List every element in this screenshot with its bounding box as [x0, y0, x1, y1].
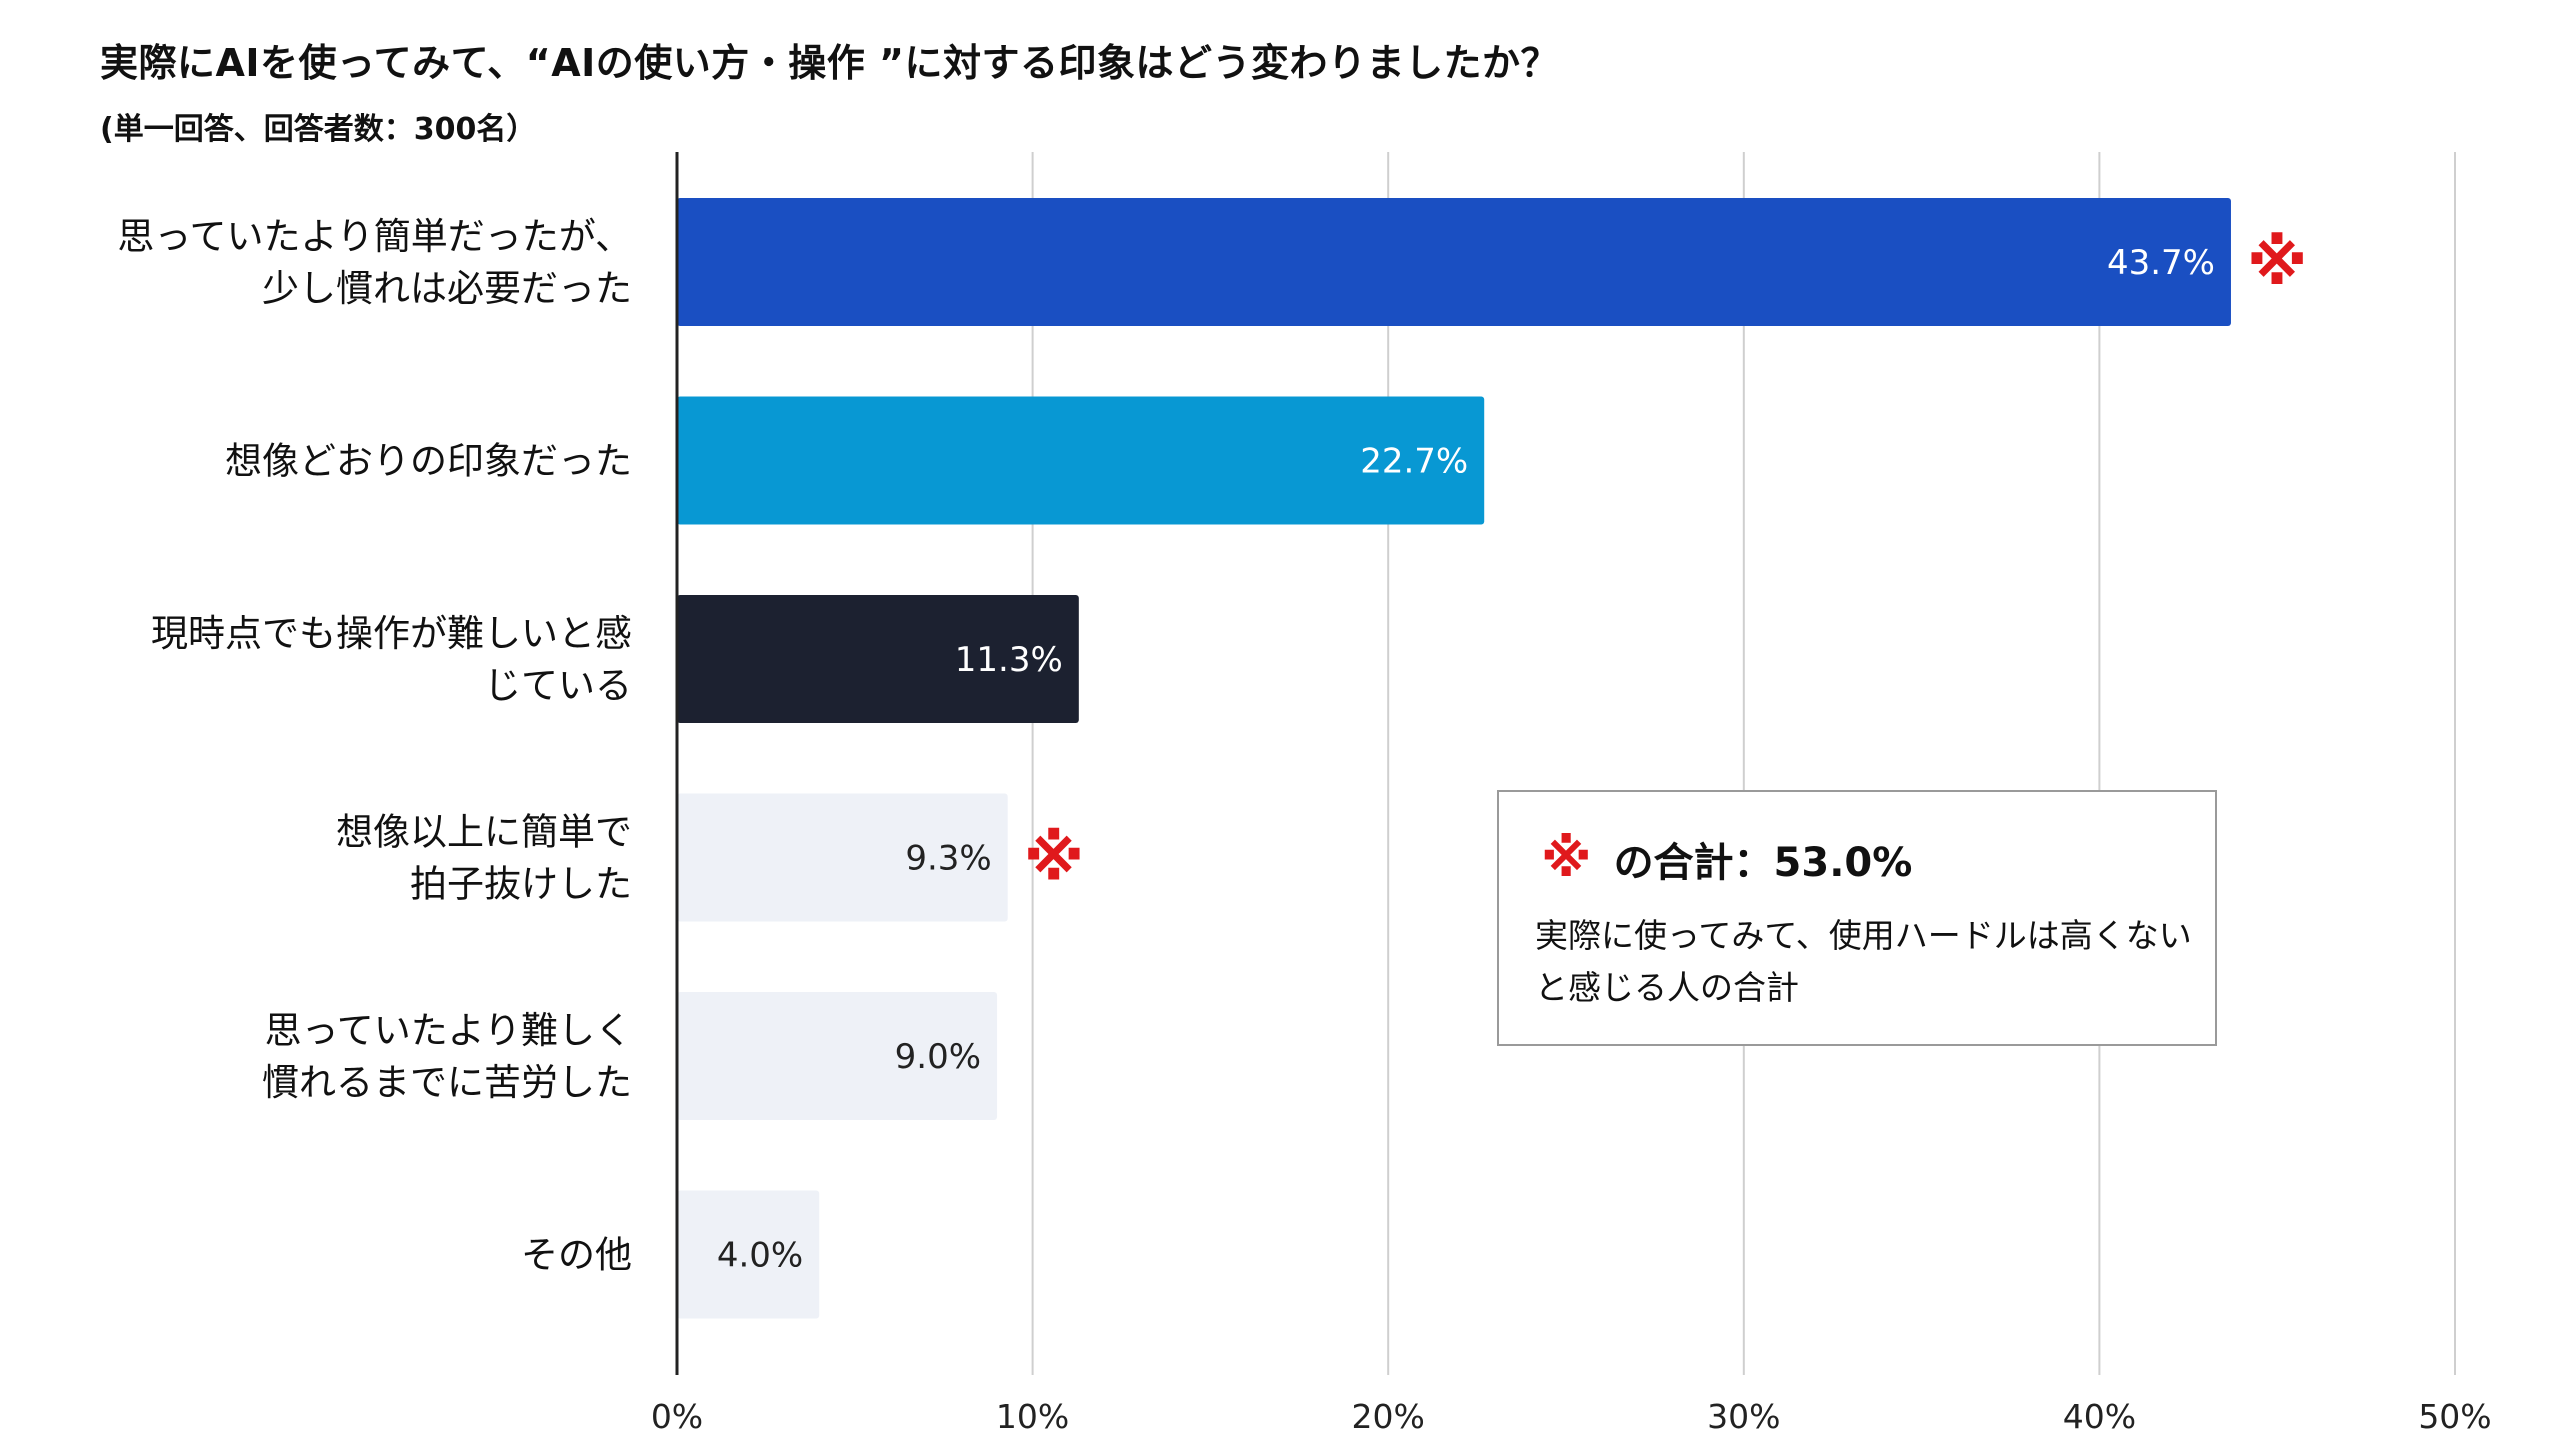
bar-value-label: 22.7%: [1360, 442, 1468, 482]
callout-total-text: の合計：53.0%: [1613, 840, 1913, 886]
category-label: 慣れるまでに苦労した: [262, 1061, 632, 1104]
x-tick-label: 30%: [1707, 1397, 1780, 1436]
x-tick-label: 0%: [651, 1397, 703, 1436]
category-label: じている: [484, 664, 632, 707]
x-tick-label: 40%: [2063, 1397, 2136, 1436]
callout-description: 実際に使ってみて、使用ハードルは高くないと感じる人の合計: [1535, 916, 2192, 1007]
x-tick-label: 20%: [1352, 1397, 1425, 1436]
bar: [677, 992, 998, 1120]
bar: [677, 1190, 820, 1319]
category-label: 思っていたより簡単だったが、: [117, 215, 632, 258]
category-label: 現時点でも操作が難しいと感: [151, 612, 632, 655]
total-callout-box: ※ の合計：53.0% 実際に使ってみて、使用ハードルは高くないと感じる人の合計: [1497, 790, 2217, 1046]
marked-bar-icon: ※: [1024, 822, 1084, 895]
bar-value-label: 43.7%: [2107, 243, 2215, 283]
bar: [677, 793, 1008, 922]
category-label: 拍子抜けした: [410, 863, 632, 906]
category-label: 想像どおりの印象だった: [225, 440, 632, 483]
bar-value-label: 9.0%: [895, 1037, 981, 1077]
callout-heading: ※ の合計：53.0%: [1541, 830, 1912, 888]
marked-bar-icon: ※: [2247, 226, 2307, 299]
x-tick-label: 50%: [2418, 1397, 2491, 1436]
category-label: 想像以上に簡単で: [336, 811, 632, 854]
bar: [677, 396, 1485, 525]
x-tick-label: 10%: [996, 1397, 1069, 1436]
bar-value-label: 11.3%: [955, 640, 1063, 680]
bar-value-label: 9.3%: [905, 839, 991, 879]
category-label: 思っていたより難しく: [265, 1009, 632, 1052]
bar-value-label: 4.0%: [717, 1236, 803, 1276]
bar: [677, 595, 1079, 723]
callout-mark-icon: ※: [1541, 829, 1592, 889]
category-label: 少し慣れは必要だった: [262, 267, 632, 310]
category-label: その他: [521, 1234, 632, 1277]
chart-title: 実際にAIを使ってみて、“AIの使い方・操作 ”に対する印象はどう変わりましたか…: [100, 41, 1559, 85]
chart-subtitle: (単一回答、回答者数：300名）: [100, 112, 537, 147]
bar: [677, 198, 2231, 326]
